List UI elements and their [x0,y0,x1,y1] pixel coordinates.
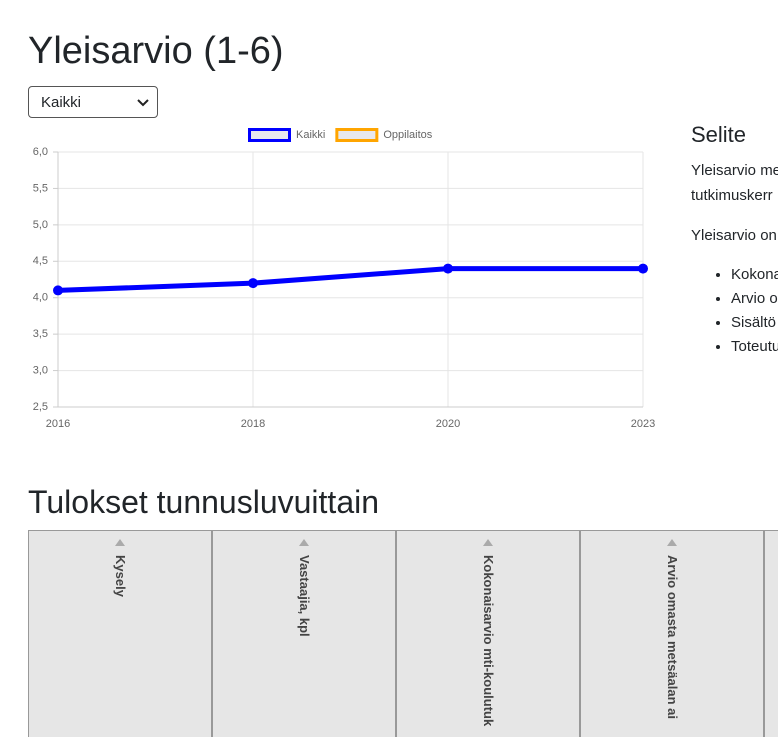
chart: 2,5 3,0 3,5 4,0 4,5 5,0 5,5 6,0 2016 2018 2020 2023… [33,128,655,430]
y-tick-label: 2,5 [33,401,48,413]
column-label: Kysely [113,555,128,597]
x-tick-label: 2016 [46,418,70,430]
legend-label: Oppilaitos [383,129,432,141]
y-tick-label: 4,5 [33,255,48,267]
legend-panel: Selite Yleisarvio me tutkimuskerr Yleisa… [691,122,778,359]
legend-swatch [335,128,379,142]
column-header[interactable]: Arvio omasta metsäalan ai [580,530,764,737]
legend-paragraph: Yleisarvio on [691,227,777,244]
data-point [638,263,648,274]
column-header[interactable]: Vastaajia, kpl [212,530,396,737]
select-arrow [137,99,149,107]
column-label: Vastaajia, kpl [297,555,312,637]
column-header[interactable]: Kokonaisarvio mti-koulutuk [396,530,580,737]
results-table: Kysely Vastaajia, kpl Kokonaisarvio mti-ko… [28,530,778,737]
sort-arrow [483,539,493,546]
y-tick-label: 4,0 [33,292,48,304]
legend-list: Kokona Arvio o Sisältö Toteutu [691,263,778,359]
x-tick-label: 2020 [436,418,460,430]
column-header[interactable] [764,530,778,737]
sort-arrow [667,539,677,546]
sort-arrow [299,539,309,546]
legend-paragraph: Yleisarvio me [691,162,778,179]
legend-label: Kaikki [296,129,325,141]
data-point [248,278,258,289]
data-point [443,263,453,274]
legend-item: Arvio o [731,287,778,311]
legend-item: Kokona [731,263,778,287]
data-point [53,285,63,296]
column-label: Arvio omasta metsäalan ai [665,555,680,720]
x-tick-label: 2023 [631,418,655,430]
filter-select[interactable]: Kaikki [28,86,158,118]
series-line [57,266,643,293]
column-label: Kokonaisarvio mti-koulutuk [481,555,496,727]
legend-swatch [248,128,291,142]
y-tick-label: 6,0 [33,146,48,158]
legend-item: Sisältö [731,311,778,335]
section-title: Tulokset tunnusluvuittain [28,484,380,520]
legend-item: Toteutu [731,335,778,359]
y-tick-label: 5,5 [33,182,48,194]
y-tick-label: 5,0 [33,219,48,231]
legend-title: Selite [691,122,747,147]
sort-arrow [115,539,125,546]
x-tick-label: 2018 [241,418,265,430]
y-tick-label: 3,5 [33,328,48,340]
column-header[interactable]: Kysely [28,530,212,737]
y-tick-label: 3,0 [33,364,48,376]
legend-paragraph: tutkimuskerr [691,187,773,204]
select-value: Kaikki [41,94,82,111]
page-title: Yleisarvio (1-6) [28,30,284,72]
